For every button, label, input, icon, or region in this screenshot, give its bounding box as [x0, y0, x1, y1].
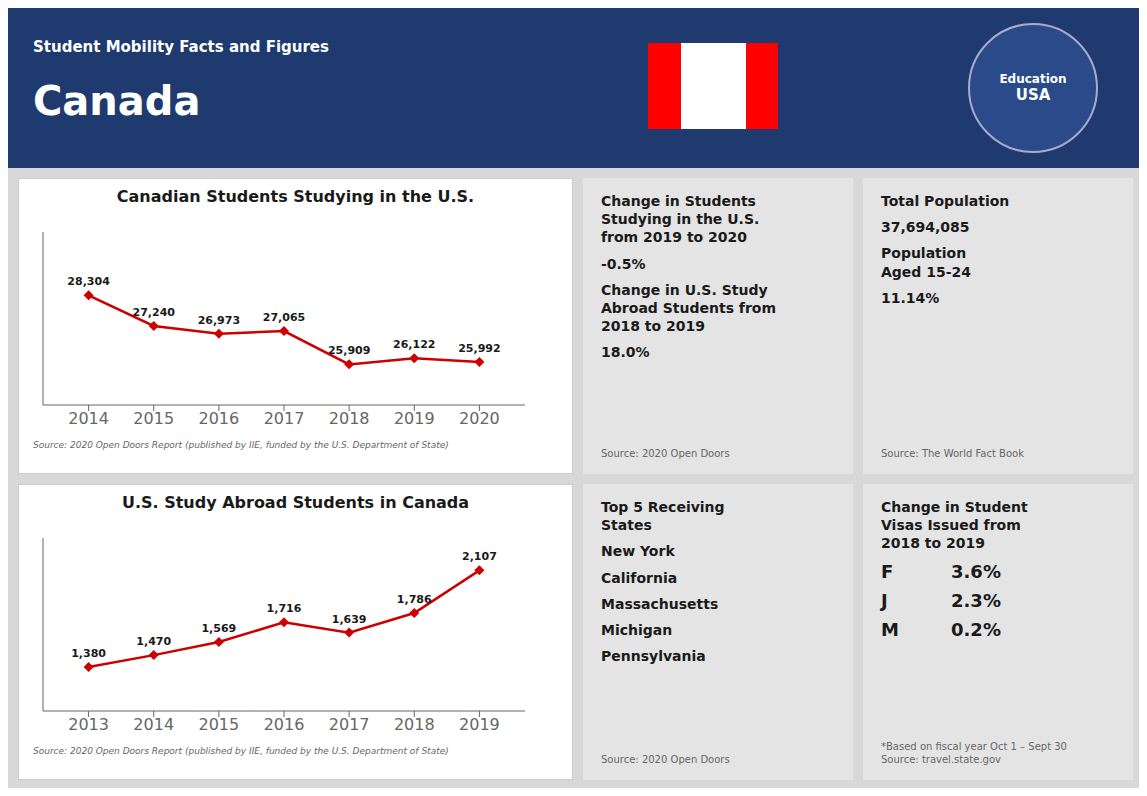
html-text:Top 5 Receiving States: Top 5 Receiving States — [601, 499, 725, 534]
svg-text:28,304: 28,304 — [67, 275, 110, 288]
html-text:2.3%: 2.3% — [951, 589, 1001, 611]
svg-text:2,107: 2,107 — [462, 550, 497, 563]
html-text:18.0%: 18.0% — [601, 344, 650, 361]
svg-text:2014: 2014 — [133, 715, 174, 734]
svg-text:2017: 2017 — [329, 715, 370, 734]
html-text:*Based on fiscal year Oct 1 –: *Based on fiscal year Oct 1 – Sept 30 So… — [881, 741, 1067, 765]
svg-text:2016: 2016 — [264, 715, 305, 734]
html-text:Canadian Students Studying in: Canadian Students Studying in the U.S. — [116, 187, 475, 206]
html-text:Source: 2020 Open Doors: Source: 2020 Open Doors — [601, 448, 730, 459]
svg-text:1,786: 1,786 — [397, 593, 432, 606]
html-text:-0.5%: -0.5% — [601, 255, 646, 272]
html-text:Total Population: Total Population — [881, 193, 1010, 209]
html-text:Source: 2020 Open Doors Report: Source: 2020 Open Doors Report (publishe… — [33, 440, 449, 450]
html-text:Source: The World Fact Book: Source: The World Fact Book — [881, 448, 1024, 459]
html-text:3.6%: 3.6% — [951, 560, 1001, 582]
svg-text:1,716: 1,716 — [267, 602, 302, 615]
svg-text:1,470: 1,470 — [136, 635, 171, 648]
svg-text:2014: 2014 — [68, 409, 109, 428]
html-text:Source: 2020 Open Doors Report: Source: 2020 Open Doors Report (publishe… — [33, 746, 449, 756]
html-text:U.S. Study Abroad Students in: U.S. Study Abroad Students in Canada — [121, 493, 470, 512]
svg-text:2018: 2018 — [329, 409, 370, 428]
html-text:M: M — [881, 618, 899, 640]
html-text:11.14%: 11.14% — [881, 289, 940, 306]
html-text:Education: Education — [999, 72, 1067, 86]
html-text:Canada: Canada — [33, 78, 201, 124]
svg-text:2019: 2019 — [394, 409, 435, 428]
html-text:Change in Student Visas Issued: Change in Student Visas Issued from 2018… — [881, 499, 1028, 552]
svg-text:2015: 2015 — [199, 715, 240, 734]
html-text:USA: USA — [1015, 86, 1051, 104]
svg-text:25,909: 25,909 — [328, 344, 370, 357]
svg-text:26,122: 26,122 — [393, 338, 435, 351]
html-text:0.2%: 0.2% — [951, 618, 1001, 640]
html-text:New York: New York — [601, 543, 675, 560]
svg-text:27,240: 27,240 — [133, 306, 176, 319]
svg-text:1,569: 1,569 — [201, 622, 236, 635]
svg-text:2018: 2018 — [394, 715, 435, 734]
svg-text:27,065: 27,065 — [263, 311, 305, 324]
svg-text:2016: 2016 — [199, 409, 240, 428]
html-text:J: J — [881, 589, 888, 611]
svg-text:2017: 2017 — [264, 409, 305, 428]
svg-text:1,380: 1,380 — [71, 647, 106, 660]
html-text:F: F — [881, 560, 894, 582]
html-text:Massachusetts: Massachusetts — [601, 595, 719, 612]
svg-text:1,639: 1,639 — [332, 613, 367, 626]
html-text:Population Aged 15-24: Population Aged 15-24 — [881, 245, 971, 280]
svg-text:2020: 2020 — [459, 409, 500, 428]
html-text:Pennsylvania: Pennsylvania — [601, 648, 706, 665]
html-text:37,694,085: 37,694,085 — [881, 219, 970, 236]
svg-text:26,973: 26,973 — [198, 314, 240, 327]
html-text:Michigan: Michigan — [601, 621, 673, 638]
svg-text:2013: 2013 — [68, 715, 109, 734]
html-text:Change in Students Studying in: Change in Students Studying in the U.S. … — [601, 193, 760, 246]
svg-text:25,992: 25,992 — [458, 342, 500, 355]
html-text:Change in U.S. Study Abroad St: Change in U.S. Study Abroad Students fro… — [601, 281, 777, 335]
html-text:Student Mobility Facts and Fig: Student Mobility Facts and Figures — [33, 38, 329, 56]
html-text:Source: 2020 Open Doors: Source: 2020 Open Doors — [601, 754, 730, 765]
html-text:California: California — [601, 569, 678, 586]
svg-text:2019: 2019 — [459, 715, 500, 734]
svg-text:2015: 2015 — [133, 409, 174, 428]
